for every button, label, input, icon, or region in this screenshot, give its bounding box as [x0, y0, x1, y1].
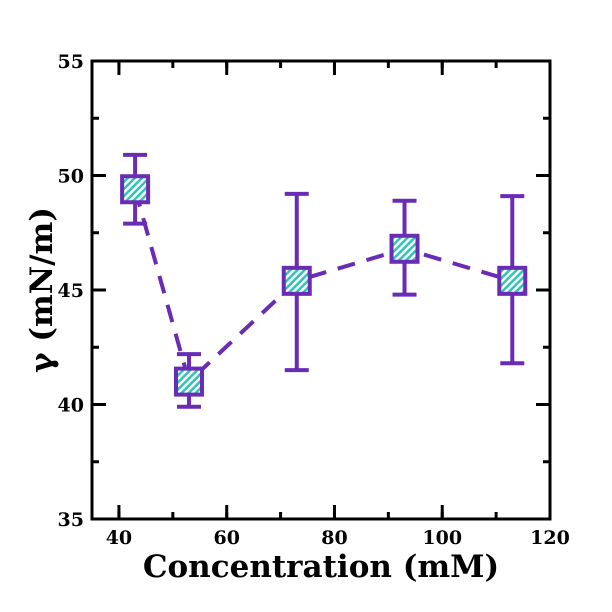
x-tick-label: 60	[213, 527, 239, 549]
x-tick-label: 40	[106, 527, 132, 549]
y-tick-label: 40	[58, 395, 84, 417]
data-point	[281, 265, 312, 296]
data-series	[120, 152, 528, 409]
data-point	[389, 233, 420, 264]
y-tick-label: 35	[58, 509, 84, 531]
x-tick-label: 80	[321, 527, 347, 549]
y-tick-label: 50	[58, 166, 84, 188]
plot-area	[90, 59, 552, 521]
data-point	[497, 265, 528, 296]
x-tick-label: 120	[530, 527, 570, 549]
y-tick-label: 55	[58, 51, 84, 73]
data-point	[120, 174, 151, 205]
y-axis-title: γ (mN/m)	[24, 207, 60, 373]
data-point	[173, 366, 204, 397]
axis-ticks	[92, 59, 552, 521]
axis-tick-labels: 40 60 80 100 120 35 40 45 50 55	[58, 51, 570, 549]
x-tick-label: 100	[422, 527, 462, 549]
y-tick-label: 45	[58, 280, 84, 302]
x-axis-title: Concentration (mM)	[143, 549, 499, 585]
